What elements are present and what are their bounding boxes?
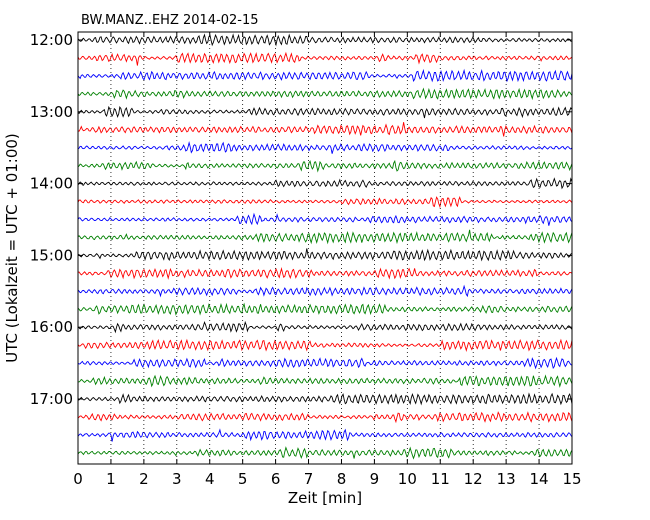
x-tick-label: 3: [172, 470, 182, 488]
plot-frame: [77, 31, 573, 465]
seismogram-trace: [77, 212, 573, 226]
seismogram-trace: [77, 392, 573, 406]
x-tick-label: 4: [205, 470, 215, 488]
y-tick-label: 17:00: [30, 390, 73, 408]
x-tick-label: 2: [139, 470, 149, 488]
seismogram-trace: [77, 195, 573, 209]
seismogram-trace: [77, 302, 573, 316]
x-tick-label: 9: [370, 470, 380, 488]
x-tick-label: 11: [431, 470, 450, 488]
grid-layer: [110, 32, 540, 464]
x-tick-label: 1: [106, 470, 116, 488]
x-tick-label: 0: [73, 470, 83, 488]
y-tick-label: 15:00: [30, 246, 73, 264]
seismogram-trace: [77, 428, 573, 442]
seismogram-trace: [77, 51, 573, 66]
x-axis-label: Zeit [min]: [288, 489, 362, 507]
seismogram-trace: [77, 446, 573, 460]
seismogram-trace: [77, 122, 573, 137]
x-tick-label: 5: [238, 470, 248, 488]
y-tick-label: 13:00: [30, 103, 73, 121]
y-axis-label: UTC (Lokalzeit = UTC + 01:00): [3, 133, 21, 363]
y-tick-label: 14:00: [30, 175, 73, 193]
seismogram-trace: [77, 338, 573, 352]
seismogram-trace: [77, 356, 573, 370]
traces-layer: [77, 33, 573, 460]
seismogram-trace: [77, 267, 573, 280]
seismogram-trace: [77, 159, 573, 173]
y-tick-label: 12:00: [30, 31, 73, 49]
x-tick-label: 8: [337, 470, 347, 488]
seismogram-trace: [77, 87, 573, 101]
x-tick-label: 14: [530, 470, 549, 488]
x-axis: 0 1 2 3 4 5 6 7 8 9 10 11 12 13 14 15: [73, 32, 582, 488]
chart-title: BW.MANZ..EHZ 2014-02-15: [81, 13, 259, 28]
seismogram-trace: [77, 374, 573, 388]
seismogram-trace: [77, 229, 573, 245]
seismogram-trace: [77, 68, 573, 83]
x-tick-label: 10: [398, 470, 417, 488]
seismogram-trace: [77, 320, 573, 334]
x-tick-label: 6: [271, 470, 281, 488]
seismogram-trace: [77, 33, 572, 47]
seismogram-trace: [77, 248, 573, 262]
seismogram-trace: [77, 411, 573, 424]
seismogram-trace: [77, 284, 573, 298]
y-axis: 12:00 13:00 14:00 15:00 16:00 17:00: [30, 31, 572, 408]
y-tick-label: 16:00: [30, 318, 73, 336]
seismogram-trace: [77, 177, 573, 190]
seismogram-trace: [77, 105, 573, 119]
x-tick-label: 13: [497, 470, 516, 488]
x-tick-label: 7: [304, 470, 314, 488]
seismogram-trace: [77, 141, 573, 154]
x-tick-label: 15: [562, 470, 581, 488]
x-tick-label: 12: [464, 470, 483, 488]
